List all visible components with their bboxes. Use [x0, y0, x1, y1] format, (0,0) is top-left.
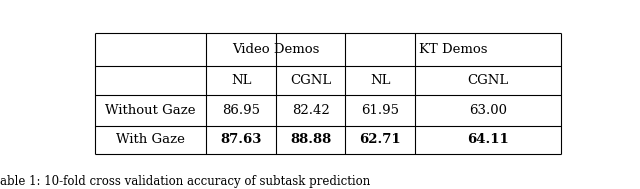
- Text: NL: NL: [231, 74, 252, 87]
- Text: 88.88: 88.88: [290, 133, 332, 146]
- Text: 87.63: 87.63: [221, 133, 262, 146]
- Text: Without Gaze: Without Gaze: [106, 104, 196, 117]
- Text: KT Demos: KT Demos: [419, 43, 488, 56]
- Text: 64.11: 64.11: [467, 133, 509, 146]
- Text: CGNL: CGNL: [290, 74, 332, 87]
- Text: 62.71: 62.71: [359, 133, 401, 146]
- Text: 63.00: 63.00: [469, 104, 507, 117]
- Text: 86.95: 86.95: [222, 104, 260, 117]
- Text: 82.42: 82.42: [292, 104, 330, 117]
- Text: Video Demos: Video Demos: [232, 43, 319, 56]
- Text: With Gaze: With Gaze: [116, 133, 185, 146]
- Text: able 1: 10-fold cross validation accuracy of subtask prediction: able 1: 10-fold cross validation accurac…: [0, 175, 371, 188]
- Text: CGNL: CGNL: [467, 74, 509, 87]
- Text: NL: NL: [370, 74, 390, 87]
- Text: 61.95: 61.95: [361, 104, 399, 117]
